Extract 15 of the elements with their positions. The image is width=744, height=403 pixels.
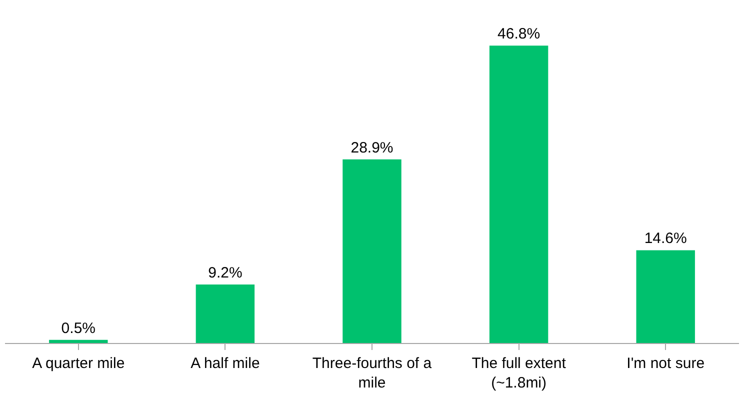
- data-label: 46.8%: [498, 26, 540, 43]
- bar: [196, 284, 255, 343]
- x-tick-label: A half mile: [190, 355, 260, 372]
- x-tick-label: Three-fourths of a mile: [312, 355, 432, 392]
- data-label: 14.6%: [644, 230, 687, 248]
- bar: [489, 46, 548, 343]
- x-tick-label: The full extent (~1.8mi): [472, 355, 567, 392]
- data-label: 9.2%: [208, 264, 242, 282]
- x-tick-label: A quarter mile: [32, 355, 125, 372]
- data-label: 28.9%: [350, 139, 394, 156]
- bar: [636, 250, 695, 343]
- data-label: 0.5%: [61, 320, 96, 337]
- bar: [342, 159, 402, 343]
- x-tick-label: I'm not sure: [626, 355, 705, 372]
- bar: [49, 340, 108, 343]
